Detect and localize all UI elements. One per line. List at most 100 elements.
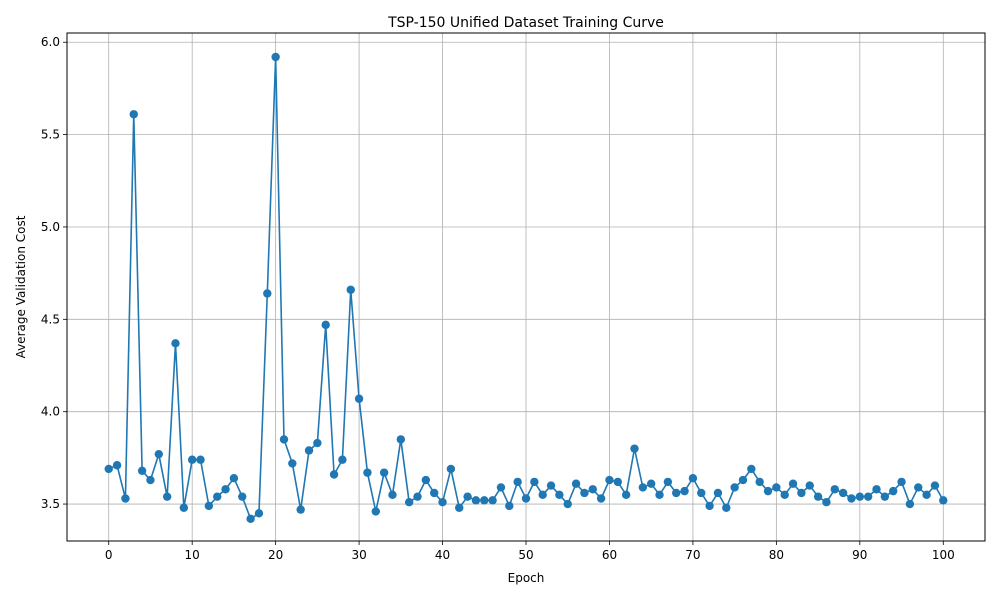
data-point	[738, 475, 748, 485]
data-point	[930, 481, 940, 490]
data-point	[596, 494, 606, 503]
data-point	[638, 483, 648, 492]
x-tick-label: 10	[185, 548, 200, 562]
data-point	[905, 499, 915, 509]
data-point	[772, 483, 781, 492]
data-point	[346, 285, 355, 294]
data-point	[830, 485, 839, 494]
data-point	[112, 461, 122, 470]
x-axis-label: Epoch	[508, 571, 545, 585]
data-point	[471, 496, 481, 505]
data-point	[254, 509, 264, 518]
data-point	[914, 483, 923, 492]
data-point	[396, 435, 406, 444]
data-point	[897, 477, 906, 487]
data-point	[530, 477, 539, 487]
x-tick-label: 0	[105, 548, 113, 562]
data-point	[162, 492, 172, 501]
data-point	[338, 455, 347, 464]
series-markers	[104, 52, 948, 524]
data-point	[196, 455, 205, 464]
data-point	[121, 494, 130, 503]
data-point	[922, 490, 931, 500]
y-tick-label: 3.5	[41, 497, 60, 511]
data-point	[313, 438, 322, 448]
data-point	[271, 52, 280, 62]
data-point	[146, 475, 155, 485]
x-tick-label: 80	[769, 548, 784, 562]
x-tick-label: 30	[351, 548, 366, 562]
data-point	[630, 444, 639, 453]
data-point	[421, 475, 431, 485]
data-point	[496, 483, 506, 492]
data-point	[296, 505, 305, 514]
data-point	[505, 501, 514, 511]
data-point	[187, 455, 197, 464]
x-tick-label: 70	[685, 548, 700, 562]
data-point	[488, 496, 497, 505]
data-point	[179, 503, 189, 512]
data-point	[404, 498, 414, 507]
data-point	[880, 492, 890, 501]
data-point	[238, 492, 247, 501]
data-point	[455, 503, 464, 512]
x-tick-label: 60	[602, 548, 617, 562]
data-point	[213, 492, 222, 501]
data-point	[855, 492, 865, 501]
data-point	[546, 481, 556, 490]
data-point	[621, 490, 631, 500]
data-point	[204, 501, 214, 511]
data-point	[129, 110, 138, 119]
y-tick-label: 4.5	[41, 312, 60, 326]
data-point	[363, 468, 372, 477]
data-point	[755, 477, 764, 487]
data-point	[304, 446, 314, 455]
grid	[67, 33, 985, 541]
data-point	[154, 449, 163, 459]
data-point	[571, 479, 581, 488]
data-point	[288, 459, 297, 468]
data-point	[763, 486, 773, 496]
y-tick-label: 6.0	[41, 35, 60, 49]
chart-title: TSP-150 Unified Dataset Training Curve	[387, 15, 664, 31]
data-point	[321, 320, 330, 330]
data-point	[263, 289, 272, 298]
data-point	[889, 486, 898, 496]
x-tick-label: 40	[435, 548, 450, 562]
data-point	[104, 464, 113, 474]
data-point	[413, 492, 422, 501]
data-point	[780, 490, 789, 500]
y-axis-label: Average Validation Cost	[14, 215, 28, 358]
data-point	[613, 477, 622, 487]
data-point	[680, 486, 689, 496]
data-point	[430, 488, 439, 498]
data-point	[872, 485, 881, 494]
data-point	[838, 488, 848, 498]
data-point	[555, 490, 564, 500]
data-point	[822, 498, 831, 507]
data-point	[663, 477, 673, 487]
data-point	[580, 488, 589, 498]
x-tick-label: 50	[518, 548, 533, 562]
data-point	[521, 494, 531, 503]
data-point	[939, 496, 948, 505]
data-point	[229, 473, 239, 483]
y-tick-label: 5.5	[41, 128, 60, 142]
ticks: 0 10 20 30 40 50 60 70 80 90 100 3.5 4.0 4.5 5.0 5.5 6.0	[41, 35, 955, 562]
data-point	[605, 475, 614, 485]
y-tick-label: 4.0	[41, 405, 60, 419]
data-point	[438, 498, 447, 507]
x-tick-label: 100	[932, 548, 955, 562]
data-point	[354, 394, 364, 403]
x-tick-label: 20	[268, 548, 283, 562]
data-point	[137, 466, 147, 475]
data-point	[747, 464, 756, 474]
data-point	[538, 490, 547, 500]
data-point	[805, 481, 814, 490]
data-point	[697, 488, 706, 498]
data-point	[563, 499, 572, 509]
data-point	[730, 483, 739, 492]
data-point	[371, 507, 380, 516]
